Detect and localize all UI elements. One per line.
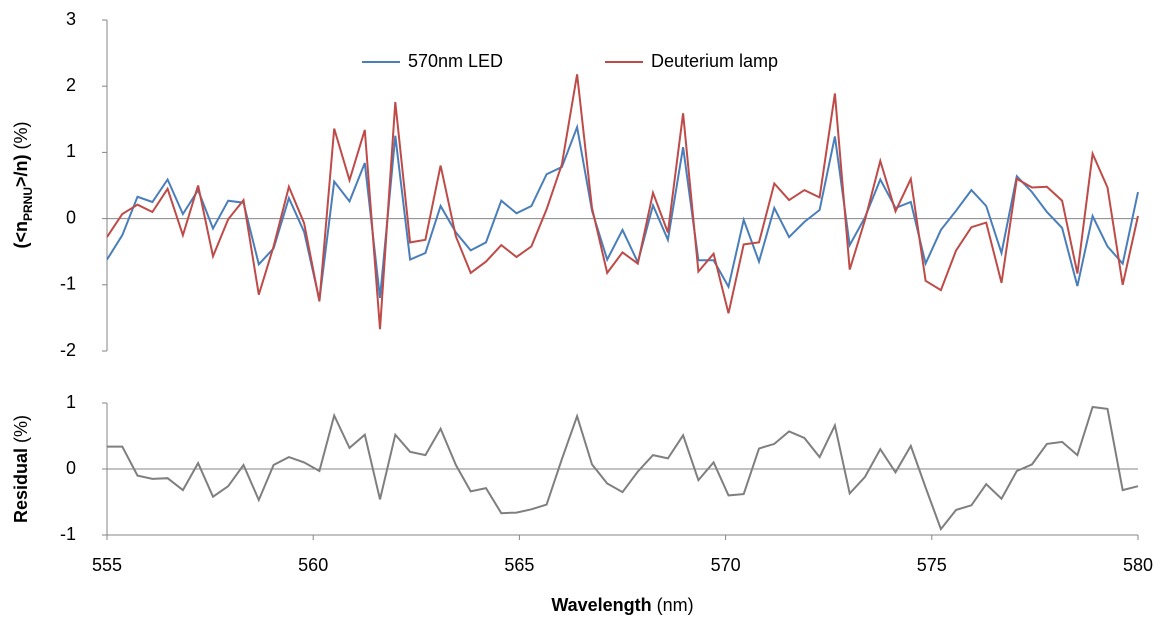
data-line	[107, 405, 1139, 532]
y-tick-label: -1	[60, 274, 76, 294]
y-tick-label: 2	[66, 75, 76, 95]
y-axis-label-part: Residual	[11, 448, 31, 523]
y-tick-label: 3	[66, 9, 76, 29]
y-axis-label-part: PRNU	[21, 187, 35, 221]
x-axis-label-part: Wavelength	[551, 595, 651, 615]
y-tick-label: 1	[66, 392, 76, 412]
y-tick-label: -2	[60, 340, 76, 360]
data-line	[107, 74, 1139, 330]
y-axis-label: (<nPRNU>/n) (%)	[11, 121, 35, 248]
y-tick-label: -1	[60, 524, 76, 544]
x-tick-label: 570	[711, 555, 741, 575]
y-axis-label-part: (%)	[11, 121, 31, 149]
data-line	[107, 123, 1139, 301]
y-axis-label-part: (<n	[11, 221, 31, 249]
x-tick-label: 565	[504, 555, 534, 575]
x-axis-label: Wavelength (nm)	[551, 595, 693, 615]
y-tick-label: 0	[66, 458, 76, 478]
legend-label: 570nm LED	[408, 51, 503, 71]
y-axis-label-part: (%)	[11, 415, 31, 443]
y-tick-label: 1	[66, 141, 76, 161]
x-tick-label: 560	[298, 555, 328, 575]
x-tick-label: 575	[917, 555, 947, 575]
y-axis-label-part: >/n)	[11, 154, 31, 187]
y-tick-label: 0	[66, 207, 76, 227]
x-axis-label-part: (nm)	[657, 595, 694, 615]
y-axis-label: Residual (%)	[11, 415, 31, 523]
legend-label: Deuterium lamp	[651, 51, 778, 71]
x-tick-label: 580	[1123, 555, 1153, 575]
x-tick-label: 555	[92, 555, 122, 575]
